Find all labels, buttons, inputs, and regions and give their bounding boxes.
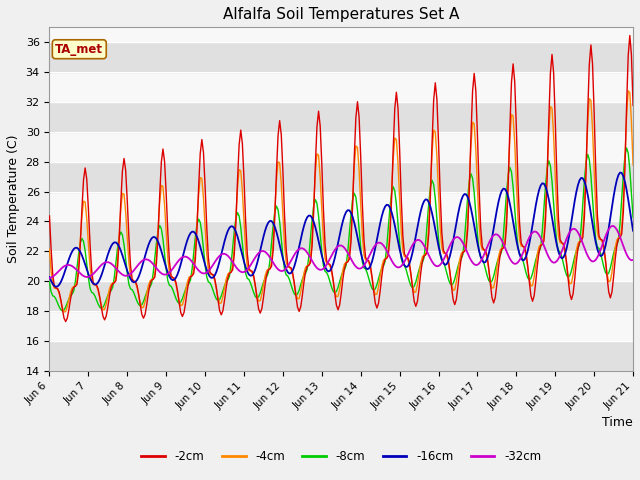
-32cm	[154, 267, 162, 273]
Line: -2cm: -2cm	[49, 36, 633, 322]
-16cm	[156, 243, 164, 249]
-8cm	[623, 145, 630, 151]
Line: -32cm: -32cm	[49, 226, 633, 278]
-2cm	[45, 213, 53, 219]
-4cm	[412, 289, 420, 295]
Legend: -2cm, -4cm, -8cm, -16cm, -32cm: -2cm, -4cm, -8cm, -16cm, -32cm	[137, 445, 546, 468]
-32cm	[629, 257, 637, 263]
-4cm	[559, 242, 567, 248]
-8cm	[156, 223, 164, 228]
-8cm	[412, 279, 420, 285]
-2cm	[156, 192, 164, 198]
-4cm	[629, 162, 637, 168]
-16cm	[380, 208, 387, 214]
Bar	[49, 221, 633, 252]
-8cm	[63, 300, 71, 306]
Bar	[49, 132, 633, 162]
-4cm	[399, 248, 406, 254]
Bar	[49, 12, 633, 42]
-8cm	[559, 260, 567, 266]
Bar	[49, 281, 633, 311]
-8cm	[380, 264, 387, 269]
-32cm	[45, 275, 53, 281]
-2cm	[626, 33, 634, 38]
-32cm	[608, 223, 616, 229]
-8cm	[59, 308, 67, 314]
-2cm	[380, 262, 387, 268]
-4cm	[45, 247, 53, 252]
-4cm	[380, 258, 387, 264]
-16cm	[399, 259, 406, 264]
-4cm	[625, 88, 632, 94]
Y-axis label: Soil Temperature (C): Soil Temperature (C)	[7, 135, 20, 264]
-2cm	[629, 103, 637, 108]
-2cm	[63, 315, 71, 321]
-2cm	[412, 303, 420, 309]
Bar	[49, 192, 633, 221]
-16cm	[412, 233, 420, 239]
Bar	[49, 252, 633, 281]
-8cm	[629, 215, 637, 220]
Bar	[49, 72, 633, 102]
-16cm	[45, 274, 53, 280]
-16cm	[629, 228, 637, 234]
-4cm	[60, 309, 68, 315]
Bar	[49, 102, 633, 132]
-4cm	[156, 199, 164, 205]
-8cm	[45, 279, 53, 285]
-16cm	[616, 169, 624, 175]
X-axis label: Time: Time	[602, 416, 633, 429]
-32cm	[378, 241, 386, 247]
Line: -4cm: -4cm	[49, 91, 633, 312]
Bar	[49, 162, 633, 192]
-2cm	[559, 241, 567, 247]
Text: TA_met: TA_met	[55, 43, 103, 56]
Bar	[49, 42, 633, 72]
-2cm	[62, 319, 70, 324]
Bar	[49, 311, 633, 341]
Line: -16cm: -16cm	[49, 172, 633, 287]
-2cm	[399, 233, 406, 239]
-32cm	[410, 240, 418, 245]
-4cm	[63, 304, 71, 310]
-16cm	[559, 254, 567, 260]
-32cm	[62, 263, 70, 268]
-16cm	[52, 284, 60, 289]
Title: Alfalfa Soil Temperatures Set A: Alfalfa Soil Temperatures Set A	[223, 7, 460, 22]
-8cm	[399, 262, 406, 267]
-16cm	[63, 261, 71, 267]
-32cm	[558, 249, 566, 254]
Bar	[49, 341, 633, 371]
-32cm	[397, 263, 405, 269]
Line: -8cm: -8cm	[49, 148, 633, 311]
